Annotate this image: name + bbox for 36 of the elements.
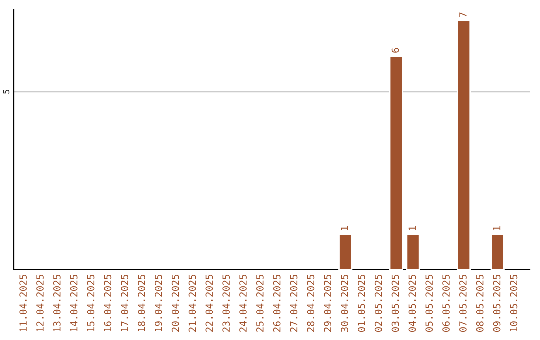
x-tick-label: 01.05.2025 xyxy=(358,274,366,332)
x-tick-label: 27.04.2025 xyxy=(290,274,298,332)
x-tick-label: 02.05.2025 xyxy=(374,274,382,332)
data-label: 1 xyxy=(408,226,416,230)
data-label: 1 xyxy=(341,226,348,230)
x-tick-label: 25.04.2025 xyxy=(256,274,264,332)
x-tick-label: 03.05.2025 xyxy=(392,274,400,332)
ref-line-label: 5 xyxy=(3,90,10,94)
x-tick-label: 12.04.2025 xyxy=(36,274,44,332)
x-tick-label: 05.05.2025 xyxy=(426,274,434,332)
x-tick-label: 15.04.2025 xyxy=(87,274,95,332)
data-label: 7 xyxy=(460,12,467,18)
data-label: 6 xyxy=(392,48,400,53)
x-tick-label: 28.04.2025 xyxy=(307,274,315,332)
x-tick-label: 22.04.2025 xyxy=(206,274,214,332)
x-tick-label: 16.04.2025 xyxy=(104,274,112,332)
x-tick-label: 20.04.2025 xyxy=(172,274,180,332)
x-tick-label: 18.04.2025 xyxy=(138,274,146,332)
data-label: 1 xyxy=(493,226,501,230)
x-tick-label: 07.05.2025 xyxy=(460,274,467,332)
x-tick-label: 06.05.2025 xyxy=(442,274,450,332)
x-tick-label: 08.05.2025 xyxy=(476,274,484,332)
x-tick-label: 23.04.2025 xyxy=(222,274,230,332)
x-tick-label: 14.04.2025 xyxy=(70,274,78,332)
x-tick-label: 29.04.2025 xyxy=(324,274,332,332)
x-tick-label: 10.05.2025 xyxy=(510,274,518,332)
x-tick-label: 13.04.2025 xyxy=(53,274,61,332)
x-tick-label: 09.05.2025 xyxy=(493,274,501,332)
x-tick-label: 04.05.2025 xyxy=(408,274,416,332)
x-tick-label: 30.04.2025 xyxy=(341,274,348,332)
x-tick-label: 19.04.2025 xyxy=(154,274,162,332)
x-tick-label: 21.04.2025 xyxy=(188,274,196,332)
x-tick-label: 17.04.2025 xyxy=(121,274,129,332)
x-tick-label: 26.04.2025 xyxy=(273,274,281,332)
x-tick-label: 24.04.2025 xyxy=(240,274,247,332)
x-tick-label: 11.04.2025 xyxy=(20,274,27,332)
